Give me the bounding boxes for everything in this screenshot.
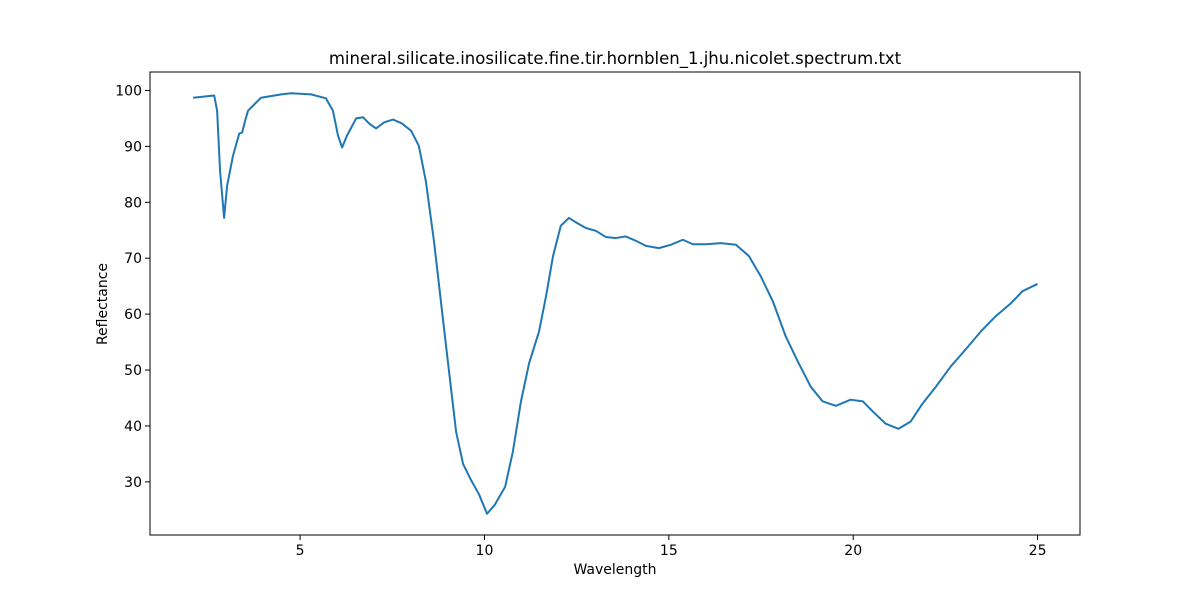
x-tick-label: 15	[660, 543, 678, 559]
y-tick-label: 30	[124, 475, 142, 491]
x-tick-label: 5	[296, 543, 305, 559]
y-axis-label: Reflectance	[95, 263, 111, 345]
x-tick-label: 20	[844, 543, 862, 559]
y-tick-label: 80	[124, 195, 142, 211]
spectrum-line	[193, 92, 1039, 515]
y-tick-label: 70	[124, 251, 142, 267]
x-tick-label: 25	[1029, 543, 1047, 559]
y-tick-label: 90	[124, 139, 142, 155]
chart-title: mineral.silicate.inosilicate.fine.tir.ho…	[329, 49, 902, 69]
x-axis-label: Wavelength	[573, 562, 656, 578]
y-tick-label: 60	[124, 307, 142, 323]
x-tick-label: 10	[476, 543, 494, 559]
y-tick-label: 40	[124, 419, 142, 435]
y-tick-label: 50	[124, 363, 142, 379]
y-tick-label: 100	[115, 83, 142, 99]
plot-frame	[149, 71, 1081, 536]
